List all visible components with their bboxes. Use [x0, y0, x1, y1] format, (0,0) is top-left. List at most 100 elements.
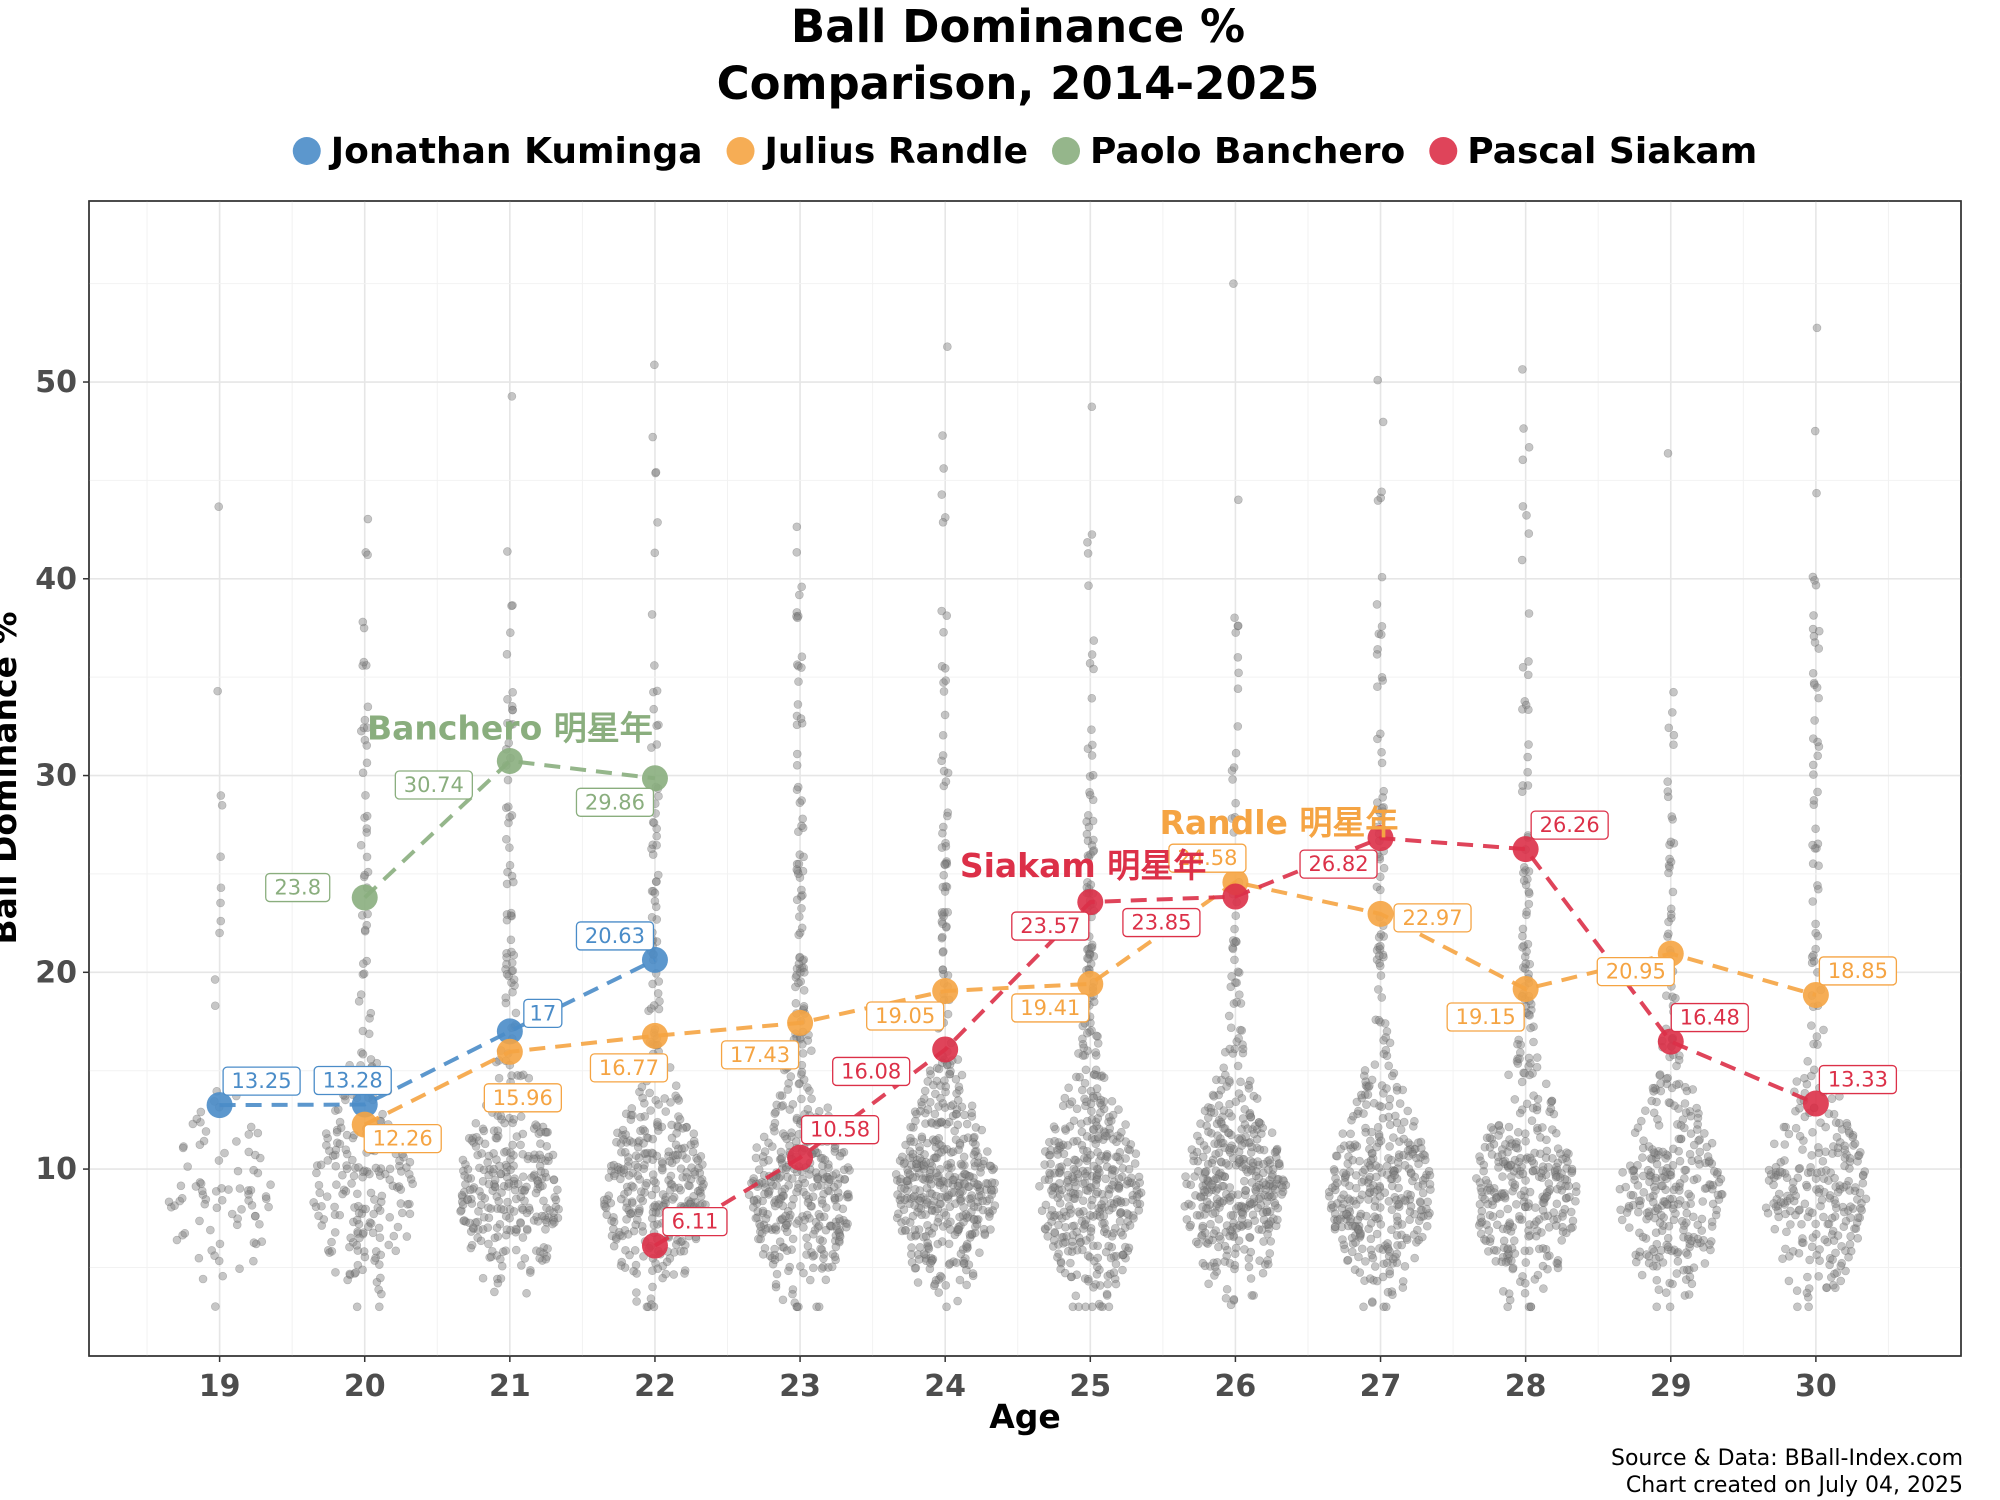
background-point [1503, 1204, 1513, 1214]
background-point [1383, 1153, 1393, 1163]
background-point [1370, 1262, 1380, 1271]
background-point [647, 743, 656, 752]
background-point [1086, 1227, 1096, 1236]
background-point [937, 1117, 946, 1127]
background-point [1682, 1208, 1692, 1218]
background-point [1808, 840, 1817, 850]
background-point [1860, 1167, 1870, 1176]
background-point [362, 723, 372, 733]
background-point [1082, 1028, 1092, 1038]
background-point [1647, 1096, 1657, 1106]
background-point [1384, 1101, 1394, 1111]
background-point [1229, 279, 1238, 288]
background-point [1639, 1188, 1649, 1197]
background-point [362, 920, 372, 930]
background-point [1663, 787, 1673, 796]
background-point [1203, 1113, 1213, 1122]
background-point [1664, 723, 1674, 733]
background-point [1071, 1291, 1081, 1301]
background-point [1087, 751, 1097, 760]
background-point [653, 1220, 662, 1229]
background-point [542, 1141, 552, 1151]
background-point [499, 1181, 509, 1191]
background-point [1641, 1106, 1650, 1116]
background-point [821, 1225, 831, 1235]
background-point [321, 1129, 331, 1138]
background-point [1197, 1232, 1206, 1241]
background-point [1652, 1302, 1662, 1312]
background-point [917, 1097, 926, 1107]
background-point [217, 800, 227, 810]
background-point [506, 1148, 515, 1157]
background-point [650, 548, 660, 558]
background-point [649, 687, 658, 697]
background-point [1776, 1197, 1786, 1207]
background-point [671, 1140, 681, 1150]
background-point [661, 1107, 671, 1116]
background-point [800, 1215, 809, 1225]
background-point [261, 1192, 271, 1201]
background-point [639, 1139, 648, 1148]
background-point [805, 1086, 814, 1096]
background-point [503, 867, 512, 877]
background-point [1345, 1196, 1355, 1205]
background-point [1388, 1254, 1398, 1264]
background-point [1643, 1165, 1653, 1175]
background-point [1666, 904, 1676, 914]
background-point [516, 1071, 525, 1081]
background-point [343, 1275, 352, 1285]
legend-label-pascal-siakam: Pascal Siakam [1467, 131, 1757, 172]
background-point [356, 726, 366, 736]
background-point [1814, 1188, 1824, 1197]
x-tick-label: 20 [344, 1369, 386, 1404]
background-point [939, 464, 948, 473]
background-point [1134, 1172, 1144, 1182]
background-point [506, 935, 516, 945]
background-point [471, 1118, 481, 1128]
background-point [1113, 1152, 1122, 1162]
background-point [1846, 1202, 1855, 1211]
background-point [1373, 645, 1382, 654]
point-jonathan-kuminga [641, 946, 668, 973]
background-point [627, 1181, 636, 1191]
background-point [1766, 1170, 1776, 1179]
point-pascal-siakam [1222, 883, 1249, 910]
background-point [509, 1176, 519, 1186]
background-point [642, 1155, 652, 1164]
background-point [520, 1254, 530, 1263]
background-point [1077, 1127, 1087, 1137]
background-point [1087, 1201, 1096, 1210]
background-point [1233, 722, 1243, 731]
background-point [616, 1139, 626, 1148]
background-point [651, 1095, 661, 1105]
background-point [665, 1254, 675, 1263]
background-point [1472, 1174, 1481, 1183]
background-point [807, 1046, 816, 1056]
background-point [533, 1217, 543, 1226]
background-point [1810, 576, 1819, 585]
legend: Jonathan Kuminga Julius Randle Paolo Banch… [292, 131, 1757, 172]
data-label-pascal-siakam: 6.11 [672, 1210, 719, 1234]
background-point [512, 1225, 522, 1235]
background-point [793, 866, 803, 876]
background-point [466, 1227, 476, 1236]
background-point [618, 1231, 627, 1241]
background-point [817, 1195, 827, 1205]
background-point [787, 1174, 797, 1183]
background-point [198, 1274, 208, 1284]
background-point [1424, 1166, 1434, 1176]
background-point [342, 1149, 352, 1159]
background-point [1539, 1284, 1548, 1293]
background-point [956, 1186, 965, 1196]
background-point [363, 550, 372, 560]
background-point [1680, 1099, 1690, 1108]
background-point [368, 1228, 378, 1238]
background-point [932, 1168, 941, 1178]
background-point [675, 1115, 685, 1124]
background-point [1378, 676, 1388, 685]
background-point [543, 1127, 552, 1137]
background-point [392, 1183, 402, 1192]
background-point [315, 1188, 325, 1198]
background-point [665, 1185, 675, 1195]
background-point [941, 676, 951, 685]
